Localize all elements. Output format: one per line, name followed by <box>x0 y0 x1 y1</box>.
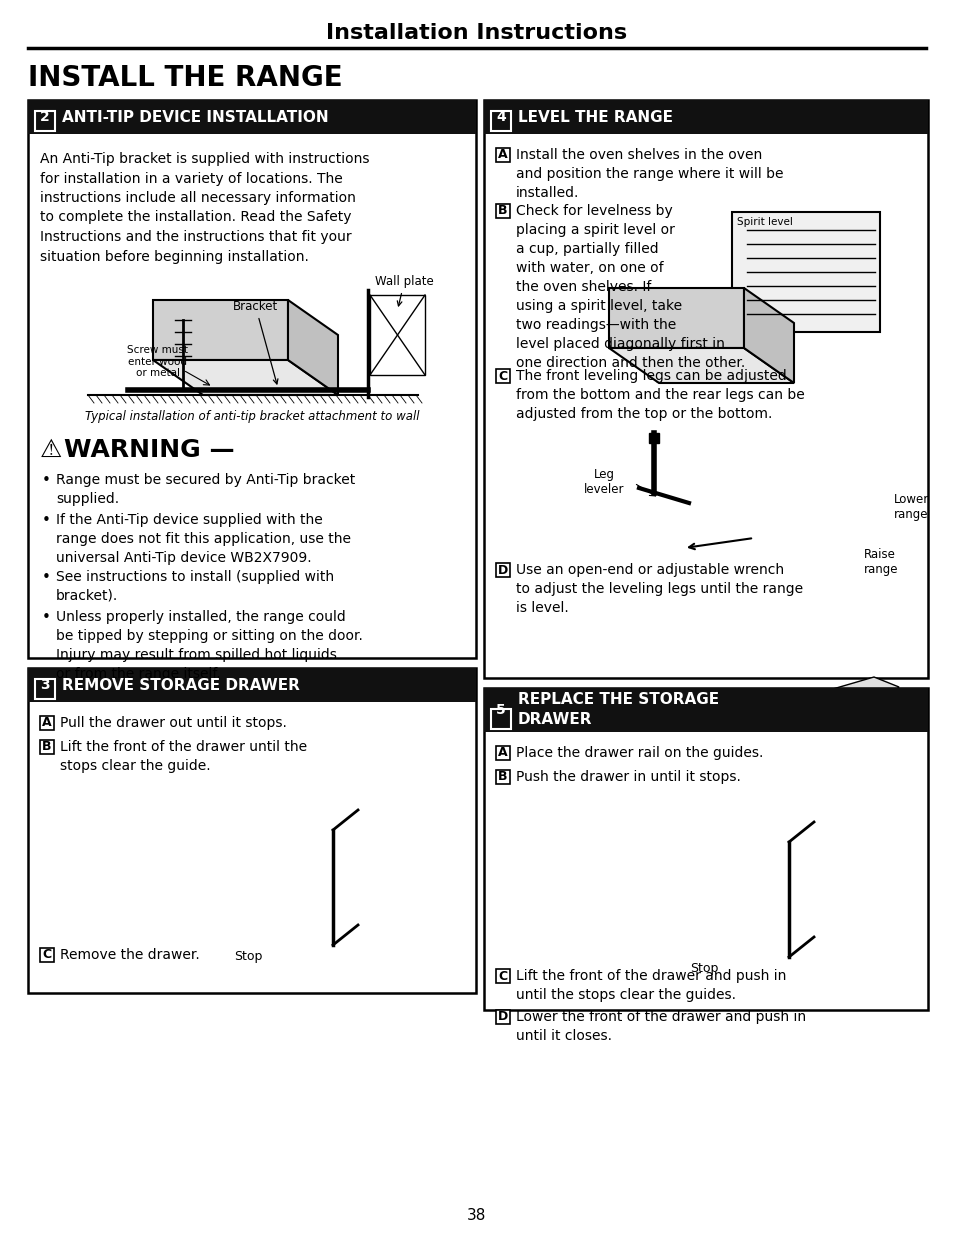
Text: Remove the drawer.: Remove the drawer. <box>60 948 199 962</box>
Bar <box>28 100 476 135</box>
Text: 38: 38 <box>467 1208 486 1223</box>
Text: Leg
leveler: Leg leveler <box>583 468 623 496</box>
Bar <box>483 688 927 1010</box>
Text: Place the drawer rail on the guides.: Place the drawer rail on the guides. <box>516 746 762 760</box>
Bar <box>35 679 55 699</box>
Text: See instructions to install (supplied with
bracket).: See instructions to install (supplied wi… <box>56 571 334 603</box>
Bar <box>731 212 879 332</box>
Text: REPLACE THE STORAGE: REPLACE THE STORAGE <box>517 693 719 708</box>
Text: C: C <box>497 969 507 983</box>
Text: Typical installation of anti-tip bracket attachment to wall: Typical installation of anti-tip bracket… <box>85 410 418 424</box>
Text: 5: 5 <box>496 703 505 718</box>
Bar <box>496 563 510 577</box>
Polygon shape <box>608 288 743 348</box>
Bar <box>648 433 659 443</box>
Bar <box>496 746 510 760</box>
Text: The front leveling legs can be adjusted
from the bottom and the rear legs can be: The front leveling legs can be adjusted … <box>516 369 804 421</box>
Text: If the Anti-Tip device supplied with the
range does not fit this application, us: If the Anti-Tip device supplied with the… <box>56 513 351 564</box>
Text: Wall plate: Wall plate <box>375 275 434 306</box>
Bar <box>496 969 510 983</box>
Polygon shape <box>608 348 793 383</box>
Text: Range must be secured by Anti-Tip bracket
supplied.: Range must be secured by Anti-Tip bracke… <box>56 473 355 506</box>
Text: A: A <box>497 746 507 760</box>
Bar <box>35 111 55 131</box>
Text: Raise
range: Raise range <box>863 548 898 576</box>
Bar <box>491 709 511 729</box>
Text: Lift the front of the drawer until the
stops clear the guide.: Lift the front of the drawer until the s… <box>60 740 307 773</box>
Text: Check for levelness by
placing a spirit level or
a cup, partially filled
with wa: Check for levelness by placing a spirit … <box>516 204 744 369</box>
Text: Push the drawer in until it stops.: Push the drawer in until it stops. <box>516 769 740 784</box>
Text: Stop: Stop <box>689 962 718 974</box>
Text: Use an open-end or adjustable wrench
to adjust the leveling legs until the range: Use an open-end or adjustable wrench to … <box>516 563 802 615</box>
Text: Install the oven shelves in the oven
and position the range where it will be
ins: Install the oven shelves in the oven and… <box>516 148 782 200</box>
Bar <box>40 740 54 755</box>
Text: 2: 2 <box>40 110 50 124</box>
Text: C: C <box>42 948 51 962</box>
Text: An Anti-Tip bracket is supplied with instructions
for installation in a variety : An Anti-Tip bracket is supplied with ins… <box>40 152 369 263</box>
Text: Pull the drawer out until it stops.: Pull the drawer out until it stops. <box>60 716 287 730</box>
Text: B: B <box>42 741 51 753</box>
Bar <box>483 100 927 678</box>
Text: Spirit level: Spirit level <box>737 217 792 227</box>
Bar <box>370 295 424 375</box>
Text: 3: 3 <box>40 678 50 692</box>
Polygon shape <box>152 359 337 395</box>
Text: Stop: Stop <box>233 950 262 963</box>
Text: •: • <box>42 513 51 529</box>
Bar <box>491 111 511 131</box>
Polygon shape <box>288 300 337 395</box>
Text: •: • <box>42 610 51 625</box>
Text: INSTALL THE RANGE: INSTALL THE RANGE <box>28 64 342 91</box>
Polygon shape <box>743 288 793 383</box>
Bar <box>496 148 510 162</box>
Text: A: A <box>497 148 507 162</box>
Text: Installation Instructions: Installation Instructions <box>326 23 627 43</box>
Text: Lower the front of the drawer and push in
until it closes.: Lower the front of the drawer and push i… <box>516 1010 805 1042</box>
Text: 4: 4 <box>496 110 505 124</box>
Bar <box>40 948 54 962</box>
Text: Bracket: Bracket <box>233 300 278 384</box>
Text: D: D <box>497 1010 508 1024</box>
Bar <box>28 668 476 701</box>
Bar <box>483 100 927 135</box>
Text: LEVEL THE RANGE: LEVEL THE RANGE <box>517 110 672 125</box>
Text: C: C <box>497 369 507 383</box>
Bar <box>496 204 510 219</box>
Text: B: B <box>497 205 507 217</box>
Text: B: B <box>497 771 507 783</box>
Text: Unless properly installed, the range could
be tipped by stepping or sitting on t: Unless properly installed, the range cou… <box>56 610 362 680</box>
Polygon shape <box>699 677 898 742</box>
Text: REMOVE STORAGE DRAWER: REMOVE STORAGE DRAWER <box>62 678 299 693</box>
Polygon shape <box>152 300 288 359</box>
Text: ANTI-TIP DEVICE INSTALLATION: ANTI-TIP DEVICE INSTALLATION <box>62 110 328 125</box>
Text: Lower
range: Lower range <box>893 493 928 521</box>
Text: A: A <box>42 716 51 730</box>
Bar <box>40 716 54 730</box>
Bar <box>496 369 510 383</box>
Bar <box>496 769 510 784</box>
Bar <box>496 1010 510 1024</box>
Bar <box>28 100 476 658</box>
Text: ⚠: ⚠ <box>40 438 62 462</box>
Bar <box>483 688 927 732</box>
Text: Screw must
enter wood
or metal: Screw must enter wood or metal <box>128 345 189 378</box>
Text: WARNING —: WARNING — <box>64 438 234 462</box>
Text: D: D <box>497 563 508 577</box>
Bar <box>28 668 476 993</box>
Polygon shape <box>634 718 713 732</box>
Text: •: • <box>42 473 51 488</box>
Text: •: • <box>42 571 51 585</box>
Text: DRAWER: DRAWER <box>517 713 592 727</box>
Text: Lift the front of the drawer and push in
until the stops clear the guides.: Lift the front of the drawer and push in… <box>516 969 785 1002</box>
